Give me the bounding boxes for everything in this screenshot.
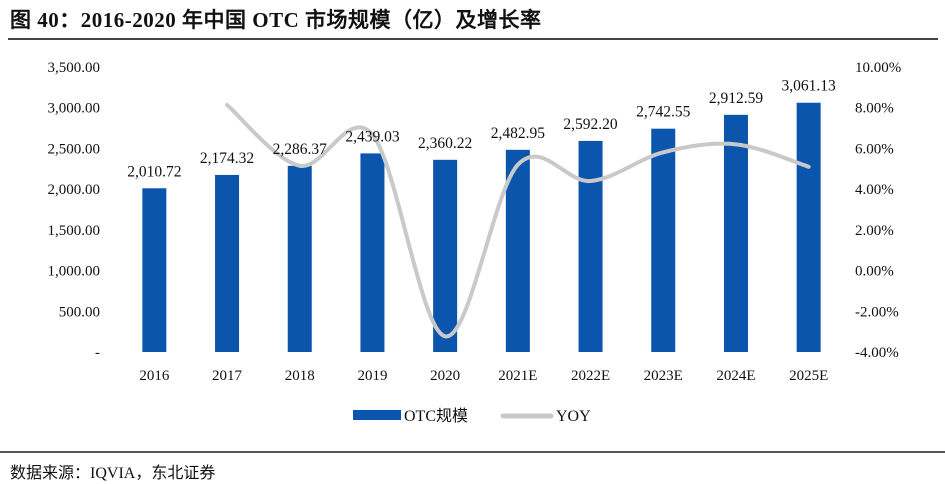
line-yoy [225,102,811,339]
bar-otc [796,102,821,352]
x-axis-tick-label: 2018 [285,368,315,384]
left-axis-tick-label: 2,500.00 [48,141,101,157]
bar-otc [433,159,458,352]
right-axis-tick-label: 10.00% [855,60,901,76]
bar-data-label: 2,360.22 [418,135,472,152]
chart: - 500.00 1,000.00 1,500.00 2,000.00 2,500.00 3… [48,60,902,425]
bar-otc [287,165,312,352]
bar-data-label: 2,742.55 [636,104,691,121]
bar-otc [578,140,603,352]
x-axis-tick-label: 2017 [212,368,243,384]
bar-otc [651,128,676,352]
x-axis-tick-label: 2016 [139,368,170,384]
source-note: 数据来源：IQVIA，东北证券 [10,465,216,482]
right-axis-tick-label: 2.00% [855,223,894,239]
left-axis-tick-label: 1,500.00 [48,223,101,239]
left-axis-tick-label: 500.00 [59,304,100,320]
legend-swatch-otc [353,410,401,420]
bar-data-label: 2,010.72 [127,163,181,180]
legend-label-otc: OTC规模 [404,407,468,425]
right-axis-tick-label: -4.00% [855,345,899,361]
x-axis-tick-label: 2023E [644,368,683,384]
bar-otc [360,153,385,352]
source-divider [0,451,945,453]
bar-otc [142,188,167,352]
bar-data-label: 2,592.20 [563,116,618,133]
right-axis-tick-label: 0.00% [855,264,894,280]
title-divider [8,38,938,40]
left-axis-tick-label: 3,000.00 [48,101,101,117]
right-axis-tick-label: -2.00% [855,304,899,320]
bar-data-label: 2,912.59 [709,90,764,107]
bar-data-label: 2,439.03 [345,128,400,145]
x-axis-tick-label: 2021E [498,368,537,384]
left-axis-tick-label: 3,500.00 [48,60,101,76]
left-axis-tick-label: 1,000.00 [48,264,101,280]
right-axis-tick-label: 4.00% [855,182,894,198]
x-axis-tick-label: 2020 [430,368,460,384]
bar-data-label: 2,286.37 [273,141,328,158]
bar-otc [723,114,748,352]
x-axis-tick-label: 2024E [716,368,755,384]
bar-data-label: 2,482.95 [491,125,546,142]
x-axis-tick-label: 2022E [571,368,610,384]
bar-otc [215,174,240,352]
right-axis-tick-label: 8.00% [855,101,894,117]
bar-data-label: 3,061.13 [782,78,837,95]
right-axis-tick-label: 6.00% [855,141,894,157]
x-axis-tick-label: 2019 [357,368,387,384]
legend-label-yoy: YOY [556,408,591,425]
bar-data-label: 2,174.32 [200,150,254,167]
bar-otc [505,149,530,352]
left-axis-tick-label: 2,000.00 [48,182,101,198]
x-axis-tick-label: 2025E [789,368,828,384]
left-axis-tick-label: - [95,345,100,361]
figure-title: 图 40：2016-2020 年中国 OTC 市场规模（亿）及增长率 [10,8,542,32]
